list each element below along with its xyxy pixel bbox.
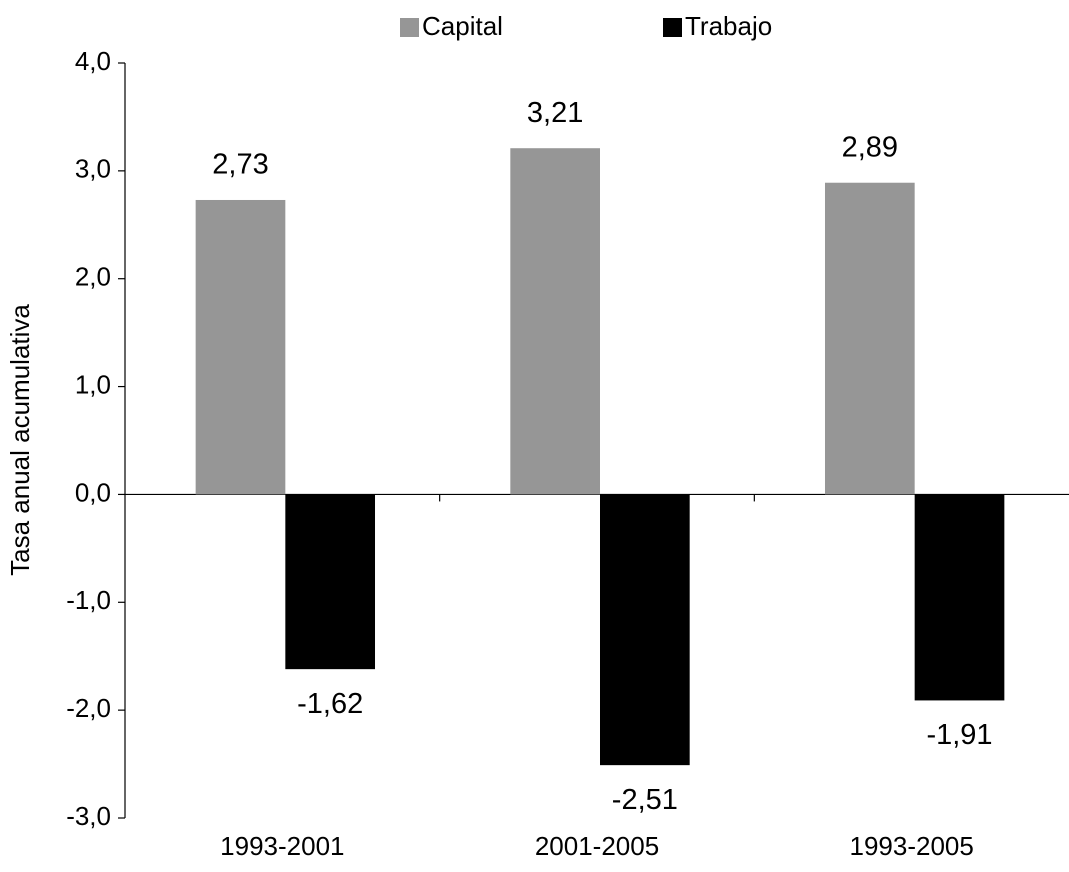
- y-tick-label: -2,0: [66, 693, 111, 723]
- bar: [195, 199, 286, 495]
- value-label: 2,89: [842, 131, 898, 163]
- y-tick-label: 0,0: [75, 477, 111, 507]
- bar: [285, 494, 376, 670]
- legend-label: Capital: [422, 11, 503, 41]
- y-tick-label: 3,0: [75, 154, 111, 184]
- x-tick-label: 2001-2005: [535, 831, 659, 861]
- bar: [914, 494, 1005, 701]
- value-label: 2,73: [212, 149, 268, 181]
- y-tick-label: 1,0: [75, 369, 111, 399]
- value-label: -1,62: [297, 688, 363, 720]
- value-label: -2,51: [612, 784, 678, 816]
- legend-label: Trabajo: [685, 11, 772, 41]
- y-tick-label: 2,0: [75, 262, 111, 292]
- bar: [510, 148, 600, 495]
- bar: [600, 494, 690, 766]
- bar: [824, 182, 915, 495]
- y-tick-label: -1,0: [66, 585, 111, 615]
- x-tick-label: 1993-2005: [849, 831, 973, 861]
- legend-swatch: [663, 18, 682, 37]
- legend-swatch: [400, 18, 419, 37]
- value-label: -1,91: [926, 719, 992, 751]
- x-tick-label: 1993-2001: [220, 831, 344, 861]
- value-label: 3,21: [527, 97, 583, 129]
- y-tick-label: 4,0: [75, 46, 111, 76]
- y-axis-title: Tasa anual acumulativa: [5, 304, 35, 576]
- y-tick-label: -3,0: [66, 801, 111, 831]
